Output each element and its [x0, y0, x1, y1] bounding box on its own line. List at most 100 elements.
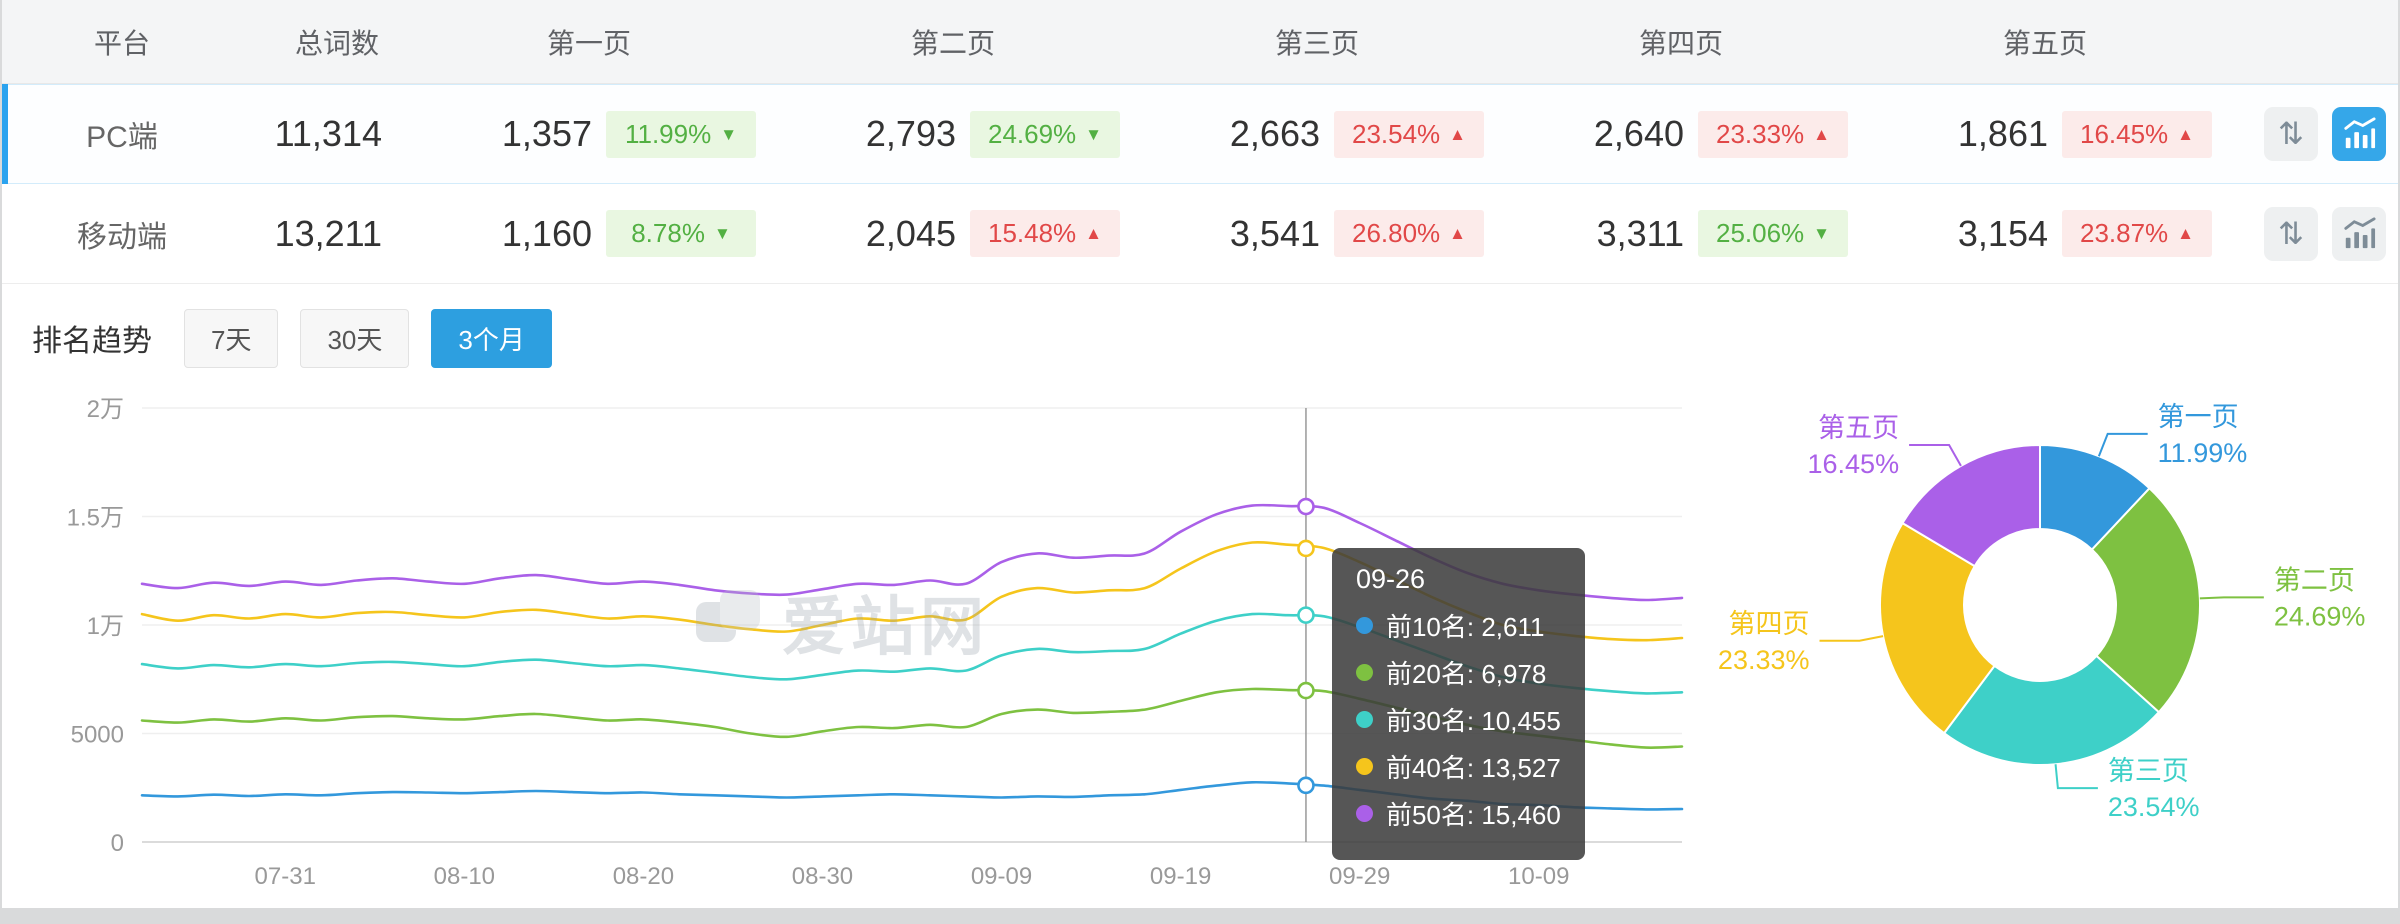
trend-up-icon: ▲ — [2177, 224, 2194, 243]
page4-change-badge: 23.33% ▲ — [1698, 110, 1848, 158]
pct-label: 24.69% — [987, 118, 1077, 149]
page2-count: 2,045 — [865, 212, 956, 254]
page2-change-badge: 15.48% ▲ — [970, 210, 1120, 257]
page3-count: 2,663 — [1229, 113, 1320, 154]
trend-up-icon: ▲ — [1449, 224, 1466, 243]
pct-label: 11.99% — [624, 118, 712, 149]
col-header-platform: 平台 — [93, 27, 150, 59]
show-trend-chart-button[interactable] — [2332, 107, 2386, 161]
trend-up-icon: ▲ — [1085, 224, 1102, 243]
page5-count: 1,861 — [1957, 113, 2048, 154]
row-actions: ⇅ — [2252, 107, 2398, 161]
charts-area: 爱站网 0 5000 1万 1.5万 2万 07-31 08-10 08-20 08-30 09-… — [2, 380, 2398, 900]
table-row-pc[interactable]: PC端 11,314 1,357 11.99% ▼ 2,793 24.69% ▼… — [2, 84, 2398, 184]
trend-down-icon: ▼ — [720, 124, 738, 144]
svg-text:1.5万: 1.5万 — [67, 505, 124, 532]
svg-text:2万: 2万 — [87, 396, 124, 423]
page5-cell: 1,861 16.45% ▲ — [1888, 110, 2252, 158]
svg-text:10-09: 10-09 — [1508, 863, 1569, 890]
page3-change-badge: 26.80% ▲ — [1334, 210, 1484, 257]
platform-label: PC端 — [86, 121, 158, 154]
sort-arrows-icon: ⇅ — [2278, 215, 2304, 251]
page4-cell: 3,311 25.06% ▼ — [1524, 210, 1888, 257]
show-trend-chart-button[interactable] — [2332, 206, 2386, 261]
page5-cell: 3,154 23.87% ▲ — [1888, 210, 2252, 257]
page1-cell: 1,357 11.99% ▼ — [432, 110, 796, 158]
row-actions: ⇅ — [2252, 206, 2398, 261]
platform-label: 移动端 — [77, 220, 167, 254]
sort-toggle-button[interactable]: ⇅ — [2264, 107, 2318, 161]
range-button-3m[interactable]: 3个月 — [431, 308, 552, 368]
trend-down-icon: ▼ — [713, 224, 731, 243]
col-header-total: 总词数 — [294, 27, 379, 59]
range-button-30d[interactable]: 30天 — [300, 308, 410, 368]
trend-down-icon: ▼ — [1085, 124, 1102, 144]
page1-change-badge: 8.78% ▼ — [606, 210, 756, 257]
page2-cell: 2,793 24.69% ▼ — [796, 110, 1160, 158]
trend-line-chart-wrap: 爱站网 0 5000 1万 1.5万 2万 07-31 08-10 08-20 08-30 09-… — [2, 380, 1702, 900]
range-button-7d[interactable]: 7天 — [184, 308, 279, 368]
page2-count: 2,793 — [865, 113, 956, 154]
svg-text:08-10: 08-10 — [434, 863, 495, 890]
total-words-value: 13,211 — [274, 212, 382, 254]
page5-change-badge: 16.45% ▲ — [2062, 110, 2212, 158]
pct-label: 8.78% — [631, 218, 705, 248]
trend-up-icon: ▲ — [1449, 124, 1466, 144]
page4-change-badge: 25.06% ▼ — [1698, 210, 1848, 257]
svg-text:07-31: 07-31 — [255, 863, 316, 890]
page5-change-badge: 23.87% ▲ — [2062, 210, 2212, 257]
bar-chart-icon — [2344, 117, 2376, 149]
page1-count: 1,160 — [501, 212, 592, 254]
bar-chart-icon — [2344, 216, 2376, 248]
page-share-donut-chart[interactable]: 第一页 11.99% 第二页 24.69% 第三页 23.54% 第四页 23.33% 第五页 1… — [1702, 380, 2398, 900]
pct-label: 23.33% — [1715, 118, 1805, 149]
page2-cell: 2,045 15.48% ▲ — [796, 210, 1160, 257]
page4-cell: 2,640 23.33% ▲ — [1524, 110, 1888, 158]
pct-label: 23.87% — [2079, 218, 2169, 248]
page1-change-badge: 11.99% ▼ — [606, 110, 756, 158]
col-header-page2: 第二页 — [910, 27, 995, 59]
svg-text:5000: 5000 — [71, 722, 124, 749]
pct-label: 26.80% — [1351, 218, 1441, 248]
trend-title: 排名趋势 — [32, 325, 152, 358]
page3-cell: 3,541 26.80% ▲ — [1160, 210, 1524, 257]
pct-label: 16.45% — [2079, 118, 2169, 149]
total-words-value: 11,314 — [274, 113, 382, 154]
col-header-page5: 第五页 — [2002, 27, 2087, 59]
trend-line-chart[interactable]: 0 5000 1万 1.5万 2万 07-31 08-10 08-20 08-30 09-09 09… — [2, 380, 1702, 900]
col-header-page3: 第三页 — [1274, 27, 1359, 59]
table-header: 平台 总词数 第一页 第二页 第三页 第四页 第五页 — [2, 0, 2398, 84]
sort-arrows-icon: ⇅ — [2278, 116, 2304, 151]
trend-down-icon: ▼ — [1813, 224, 1830, 243]
svg-text:09-19: 09-19 — [1150, 863, 1211, 890]
page1-count: 1,357 — [501, 113, 592, 154]
sort-toggle-button[interactable]: ⇅ — [2264, 206, 2318, 261]
col-header-page4: 第四页 — [1638, 27, 1723, 59]
page3-change-badge: 23.54% ▲ — [1334, 110, 1484, 158]
col-header-page1: 第一页 — [546, 27, 631, 59]
trend-up-icon: ▲ — [2177, 124, 2194, 144]
svg-text:08-20: 08-20 — [613, 863, 674, 890]
svg-text:09-09: 09-09 — [971, 863, 1032, 890]
svg-text:09-29: 09-29 — [1329, 863, 1390, 890]
page3-cell: 2,663 23.54% ▲ — [1160, 110, 1524, 158]
pct-label: 25.06% — [1715, 218, 1805, 248]
svg-text:0: 0 — [111, 830, 124, 857]
trend-toolbar: 排名趋势 7天 30天 3个月 — [32, 308, 2398, 368]
page1-cell: 1,160 8.78% ▼ — [432, 210, 796, 257]
trend-up-icon: ▲ — [1813, 124, 1830, 144]
page2-change-badge: 24.69% ▼ — [970, 110, 1120, 158]
table-row-mobile[interactable]: 移动端 13,211 1,160 8.78% ▼ 2,045 15.48% ▲ … — [2, 184, 2398, 284]
page-share-donut-wrap: 第一页 11.99% 第二页 24.69% 第三页 23.54% 第四页 23.33% 第五页 1… — [1702, 380, 2398, 900]
svg-text:1万: 1万 — [87, 613, 124, 640]
pct-label: 15.48% — [987, 218, 1077, 248]
pct-label: 23.54% — [1351, 118, 1441, 149]
svg-text:08-30: 08-30 — [792, 863, 853, 890]
page3-count: 3,541 — [1229, 212, 1320, 254]
